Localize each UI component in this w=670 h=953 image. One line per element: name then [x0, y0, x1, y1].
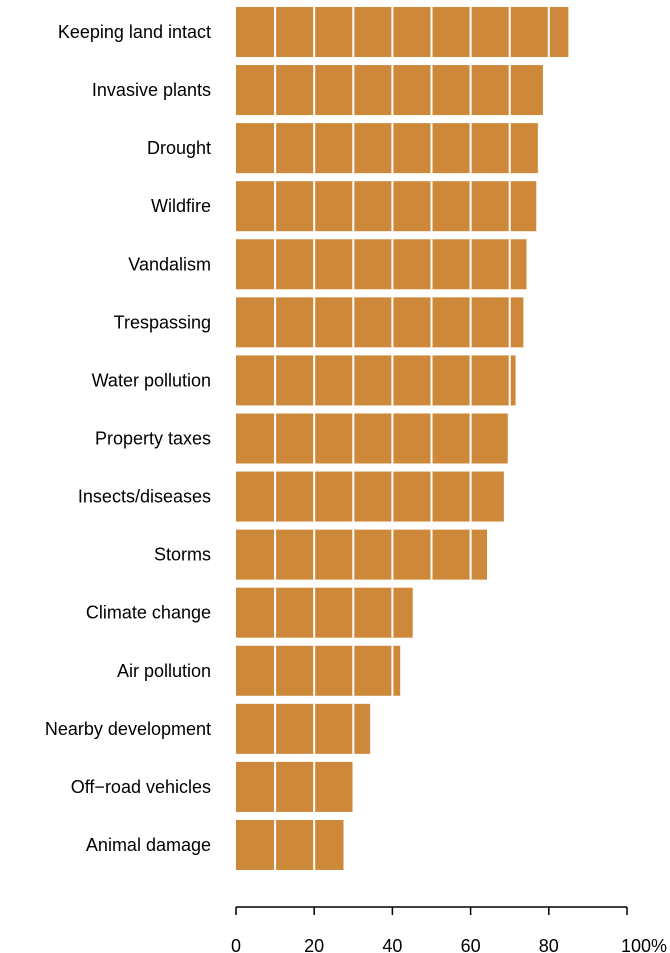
bar-5 [236, 297, 523, 347]
category-label-0: Keeping land intact [58, 22, 211, 42]
bar-3 [236, 181, 536, 231]
bar-11 [236, 646, 400, 696]
bar-6 [236, 355, 516, 405]
x-tick-label-3: 60 [461, 936, 481, 953]
x-tick-label-0: 0 [231, 936, 241, 953]
x-tick-label-4: 80 [539, 936, 559, 953]
bar-2 [236, 123, 538, 173]
bar-10 [236, 588, 413, 638]
category-labels-group: Keeping land intact Invasive plants Drough… [45, 22, 211, 855]
category-label-5: Trespassing [114, 312, 211, 332]
category-label-12: Nearby development [45, 719, 211, 739]
x-tick-label-1: 20 [304, 936, 324, 953]
category-label-10: Climate change [86, 603, 211, 623]
bar-7 [236, 413, 508, 463]
bar-1 [236, 65, 543, 115]
category-label-6: Water pollution [92, 370, 211, 390]
category-label-2: Drought [147, 138, 211, 158]
x-tick-label-2: 40 [382, 936, 402, 953]
category-label-4: Vandalism [128, 254, 211, 274]
bar-12 [236, 704, 370, 754]
category-label-7: Property taxes [95, 428, 211, 448]
category-label-9: Storms [154, 545, 211, 565]
category-label-8: Insects/diseases [78, 487, 211, 507]
bar-4 [236, 239, 527, 289]
category-label-14: Animal damage [86, 835, 211, 855]
category-label-1: Invasive plants [92, 80, 211, 100]
bar-14 [236, 820, 344, 870]
category-label-3: Wildfire [151, 196, 211, 216]
bar-0 [236, 7, 568, 57]
bars-group [236, 7, 568, 870]
bar-9 [236, 530, 487, 580]
x-tick-label-5: 100% [621, 936, 667, 953]
bar-13 [236, 762, 353, 812]
x-axis: 0 20 40 60 80 100% [231, 907, 667, 953]
category-label-13: Off−road vehicles [71, 777, 211, 797]
bar-8 [236, 472, 504, 522]
category-label-11: Air pollution [117, 661, 211, 681]
